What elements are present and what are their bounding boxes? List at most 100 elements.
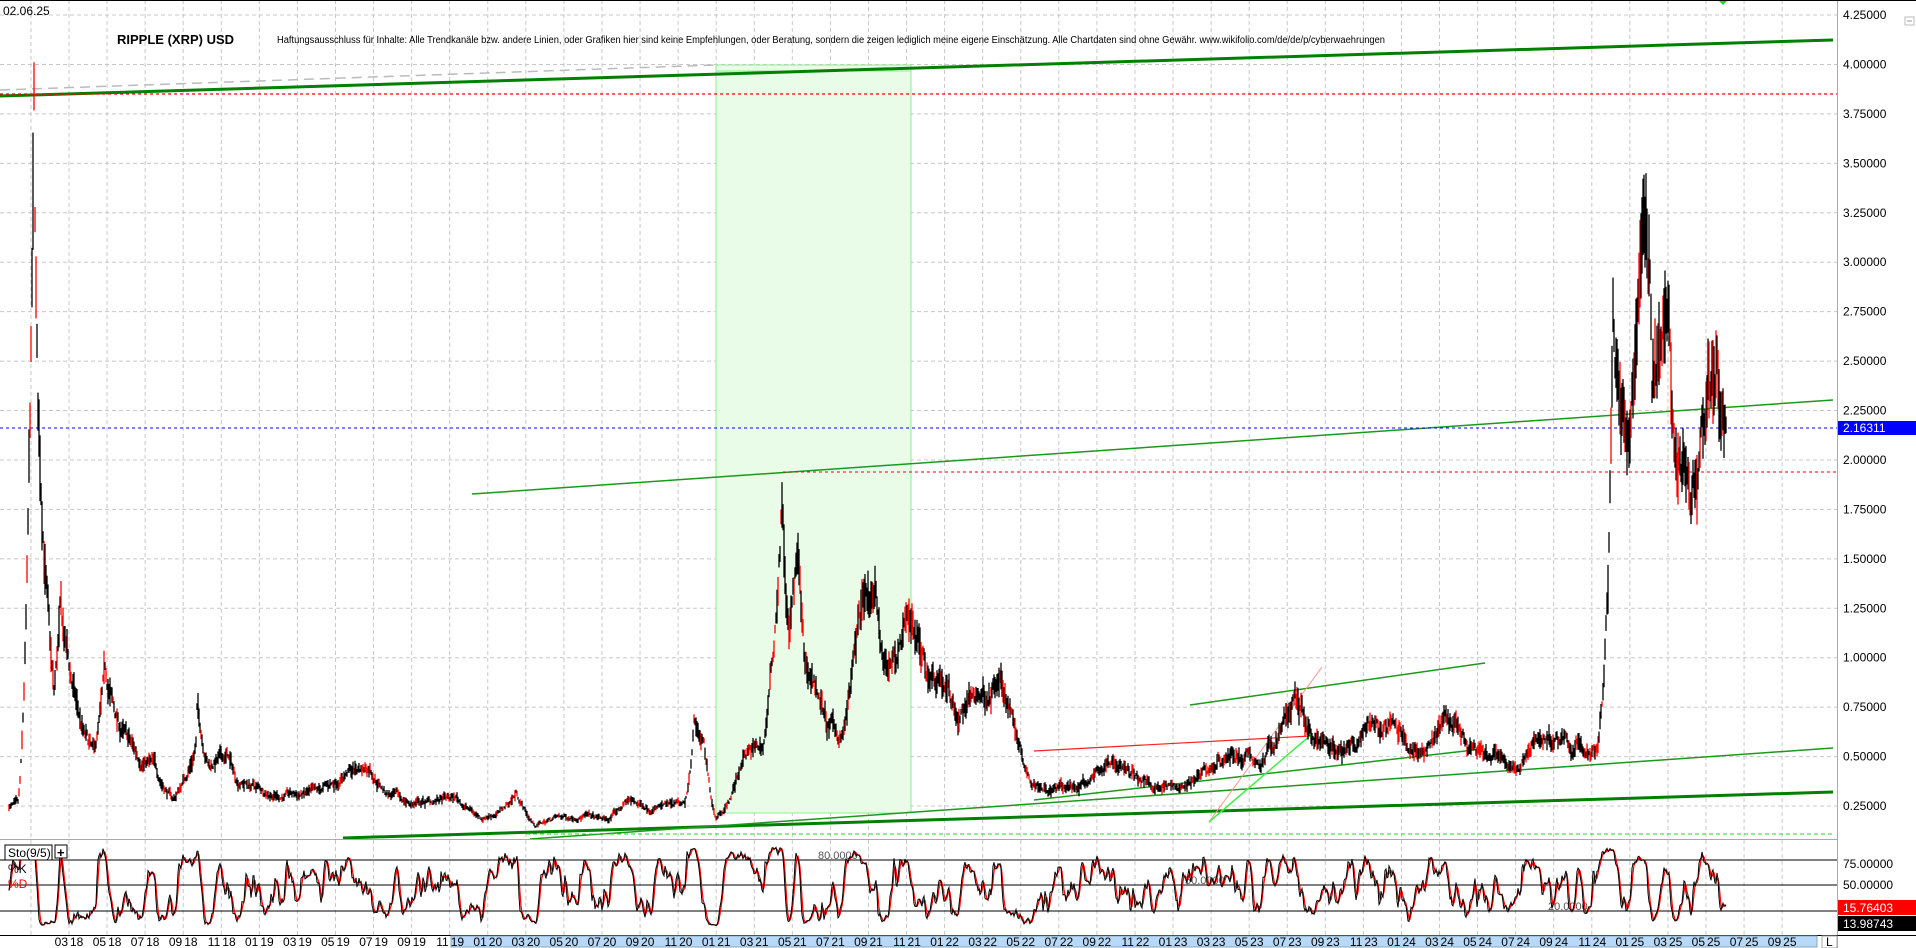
trendline-red [1033, 735, 1311, 752]
time-label-year: 18 [70, 935, 84, 948]
time-label-year: 25 [1707, 935, 1721, 948]
price-tick-label: 3.25000 [1843, 206, 1887, 220]
stoch-level-label-50: 50.0000 [1185, 875, 1225, 887]
time-label-year: 21 [908, 935, 922, 948]
time-label-year: 22 [1136, 935, 1150, 948]
time-label-month: 05 [550, 935, 564, 948]
time-label-year: 18 [222, 935, 236, 948]
price-tick-label: 3.50000 [1843, 156, 1887, 170]
time-label-month: 01 [1159, 935, 1173, 948]
time-label-month: 09 [169, 935, 183, 948]
price-tick-label: 2.00000 [1843, 453, 1887, 467]
stoch-axis-75: 75.00000 [1843, 857, 1893, 871]
time-axis-highlight[interactable] [450, 935, 1818, 948]
trendline-middle [471, 399, 1834, 495]
time-label-month: 09 [626, 935, 640, 948]
price-tick-label: 0.75000 [1843, 700, 1887, 714]
time-label-year: 21 [755, 935, 769, 948]
time-label-month: 01 [930, 935, 944, 948]
time-label-year: 22 [1022, 935, 1036, 948]
time-label-month: 09 [1768, 935, 1782, 948]
trendline-bottom-thick [342, 790, 1834, 840]
time-label-year: 22 [984, 935, 998, 948]
time-label-year: 21 [793, 935, 807, 948]
time-label-month: 05 [1006, 935, 1020, 948]
time-label-month: 11 [1578, 935, 1591, 948]
time-label-year: 21 [869, 935, 883, 948]
time-label-year: 25 [1669, 935, 1683, 948]
price-tick-label: 3.75000 [1843, 107, 1887, 121]
time-label-year: 20 [679, 935, 693, 948]
time-label-year: 20 [565, 935, 579, 948]
time-label-year: 24 [1441, 935, 1455, 948]
price-tick-label: 2.25000 [1843, 404, 1887, 418]
time-label-year: 24 [1593, 935, 1607, 948]
time-label-year: 24 [1402, 935, 1416, 948]
k-value: 13.98743 [1843, 917, 1893, 931]
time-label-month: 05 [1463, 935, 1477, 948]
time-label-month: 07 [131, 935, 145, 948]
stoch-level-label-20: 20.0000 [1548, 901, 1588, 913]
time-label-month: 01 [473, 935, 487, 948]
time-label-year: 19 [260, 935, 274, 948]
time-label-year: 25 [1783, 935, 1797, 948]
time-label-year: 20 [489, 935, 503, 948]
time-label-year: 22 [1060, 935, 1074, 948]
trendline-gray-dashed [0, 64, 717, 91]
time-label-year: 22 [946, 935, 960, 948]
price-tick-label: 1.00000 [1843, 651, 1887, 665]
indicator-name: Sto(9/5) [8, 846, 51, 860]
time-label-year: 23 [1326, 935, 1340, 948]
time-label-month: 07 [816, 935, 830, 948]
d-value-box [1838, 900, 1916, 915]
time-label-year: 25 [1631, 935, 1645, 948]
trendline-light-green [1208, 733, 1313, 823]
time-label-month: 05 [1235, 935, 1249, 948]
highlight-zone [715, 64, 912, 814]
trendline-top-thick [0, 38, 1834, 98]
time-label-month: 01 [702, 935, 716, 948]
time-label-month: 11 [1121, 935, 1134, 948]
time-axis-end-box[interactable] [1821, 935, 1838, 948]
time-label-month: 03 [740, 935, 754, 948]
time-label-month: 09 [1311, 935, 1325, 948]
time-label-month: 03 [55, 935, 69, 948]
time-label-year: 19 [298, 935, 312, 948]
price-tick-label: 1.25000 [1843, 601, 1887, 615]
time-label-year: 21 [831, 935, 845, 948]
chart-date: 02.06.25 [3, 4, 50, 18]
marker-triangle-icon[interactable] [1718, 0, 1728, 5]
price-tick-label: 4.25000 [1843, 8, 1887, 22]
time-label-year: 19 [336, 935, 350, 948]
stoch-axis-50: 50.00000 [1843, 878, 1893, 892]
time-label-month: 11 [1350, 935, 1363, 948]
time-label-month: 11 [893, 935, 906, 948]
time-label-year: 20 [603, 935, 617, 948]
time-label-month: 09 [397, 935, 411, 948]
time-label-month: 07 [1273, 935, 1287, 948]
time-label-month: 05 [93, 935, 107, 948]
time-label-year: 23 [1364, 935, 1378, 948]
time-label-month: 07 [1501, 935, 1515, 948]
trendline-support [529, 747, 1834, 840]
time-label-year: 24 [1517, 935, 1531, 948]
time-label-month: 09 [1083, 935, 1097, 948]
time-label-year: 23 [1288, 935, 1302, 948]
grid [0, 0, 1837, 935]
time-label-year: 24 [1555, 935, 1569, 948]
time-label-year: 19 [451, 935, 465, 948]
time-label-year: 22 [1098, 935, 1112, 948]
indicator-name-box[interactable] [4, 844, 53, 861]
time-label-month: 11 [436, 935, 449, 948]
time-label-month: 03 [511, 935, 525, 948]
current-price-box [1838, 421, 1916, 435]
price-tick-label: 4.00000 [1843, 57, 1887, 71]
k-value-box [1838, 916, 1916, 931]
stochastic-lines [8, 846, 1727, 927]
indicator-add-button[interactable] [54, 844, 68, 859]
stoch-level-label-80: 80.0000 [818, 850, 858, 862]
time-label-year: 21 [717, 935, 731, 948]
time-label-month: 03 [283, 935, 297, 948]
chart-title: RIPPLE (XRP) USD [117, 32, 234, 47]
